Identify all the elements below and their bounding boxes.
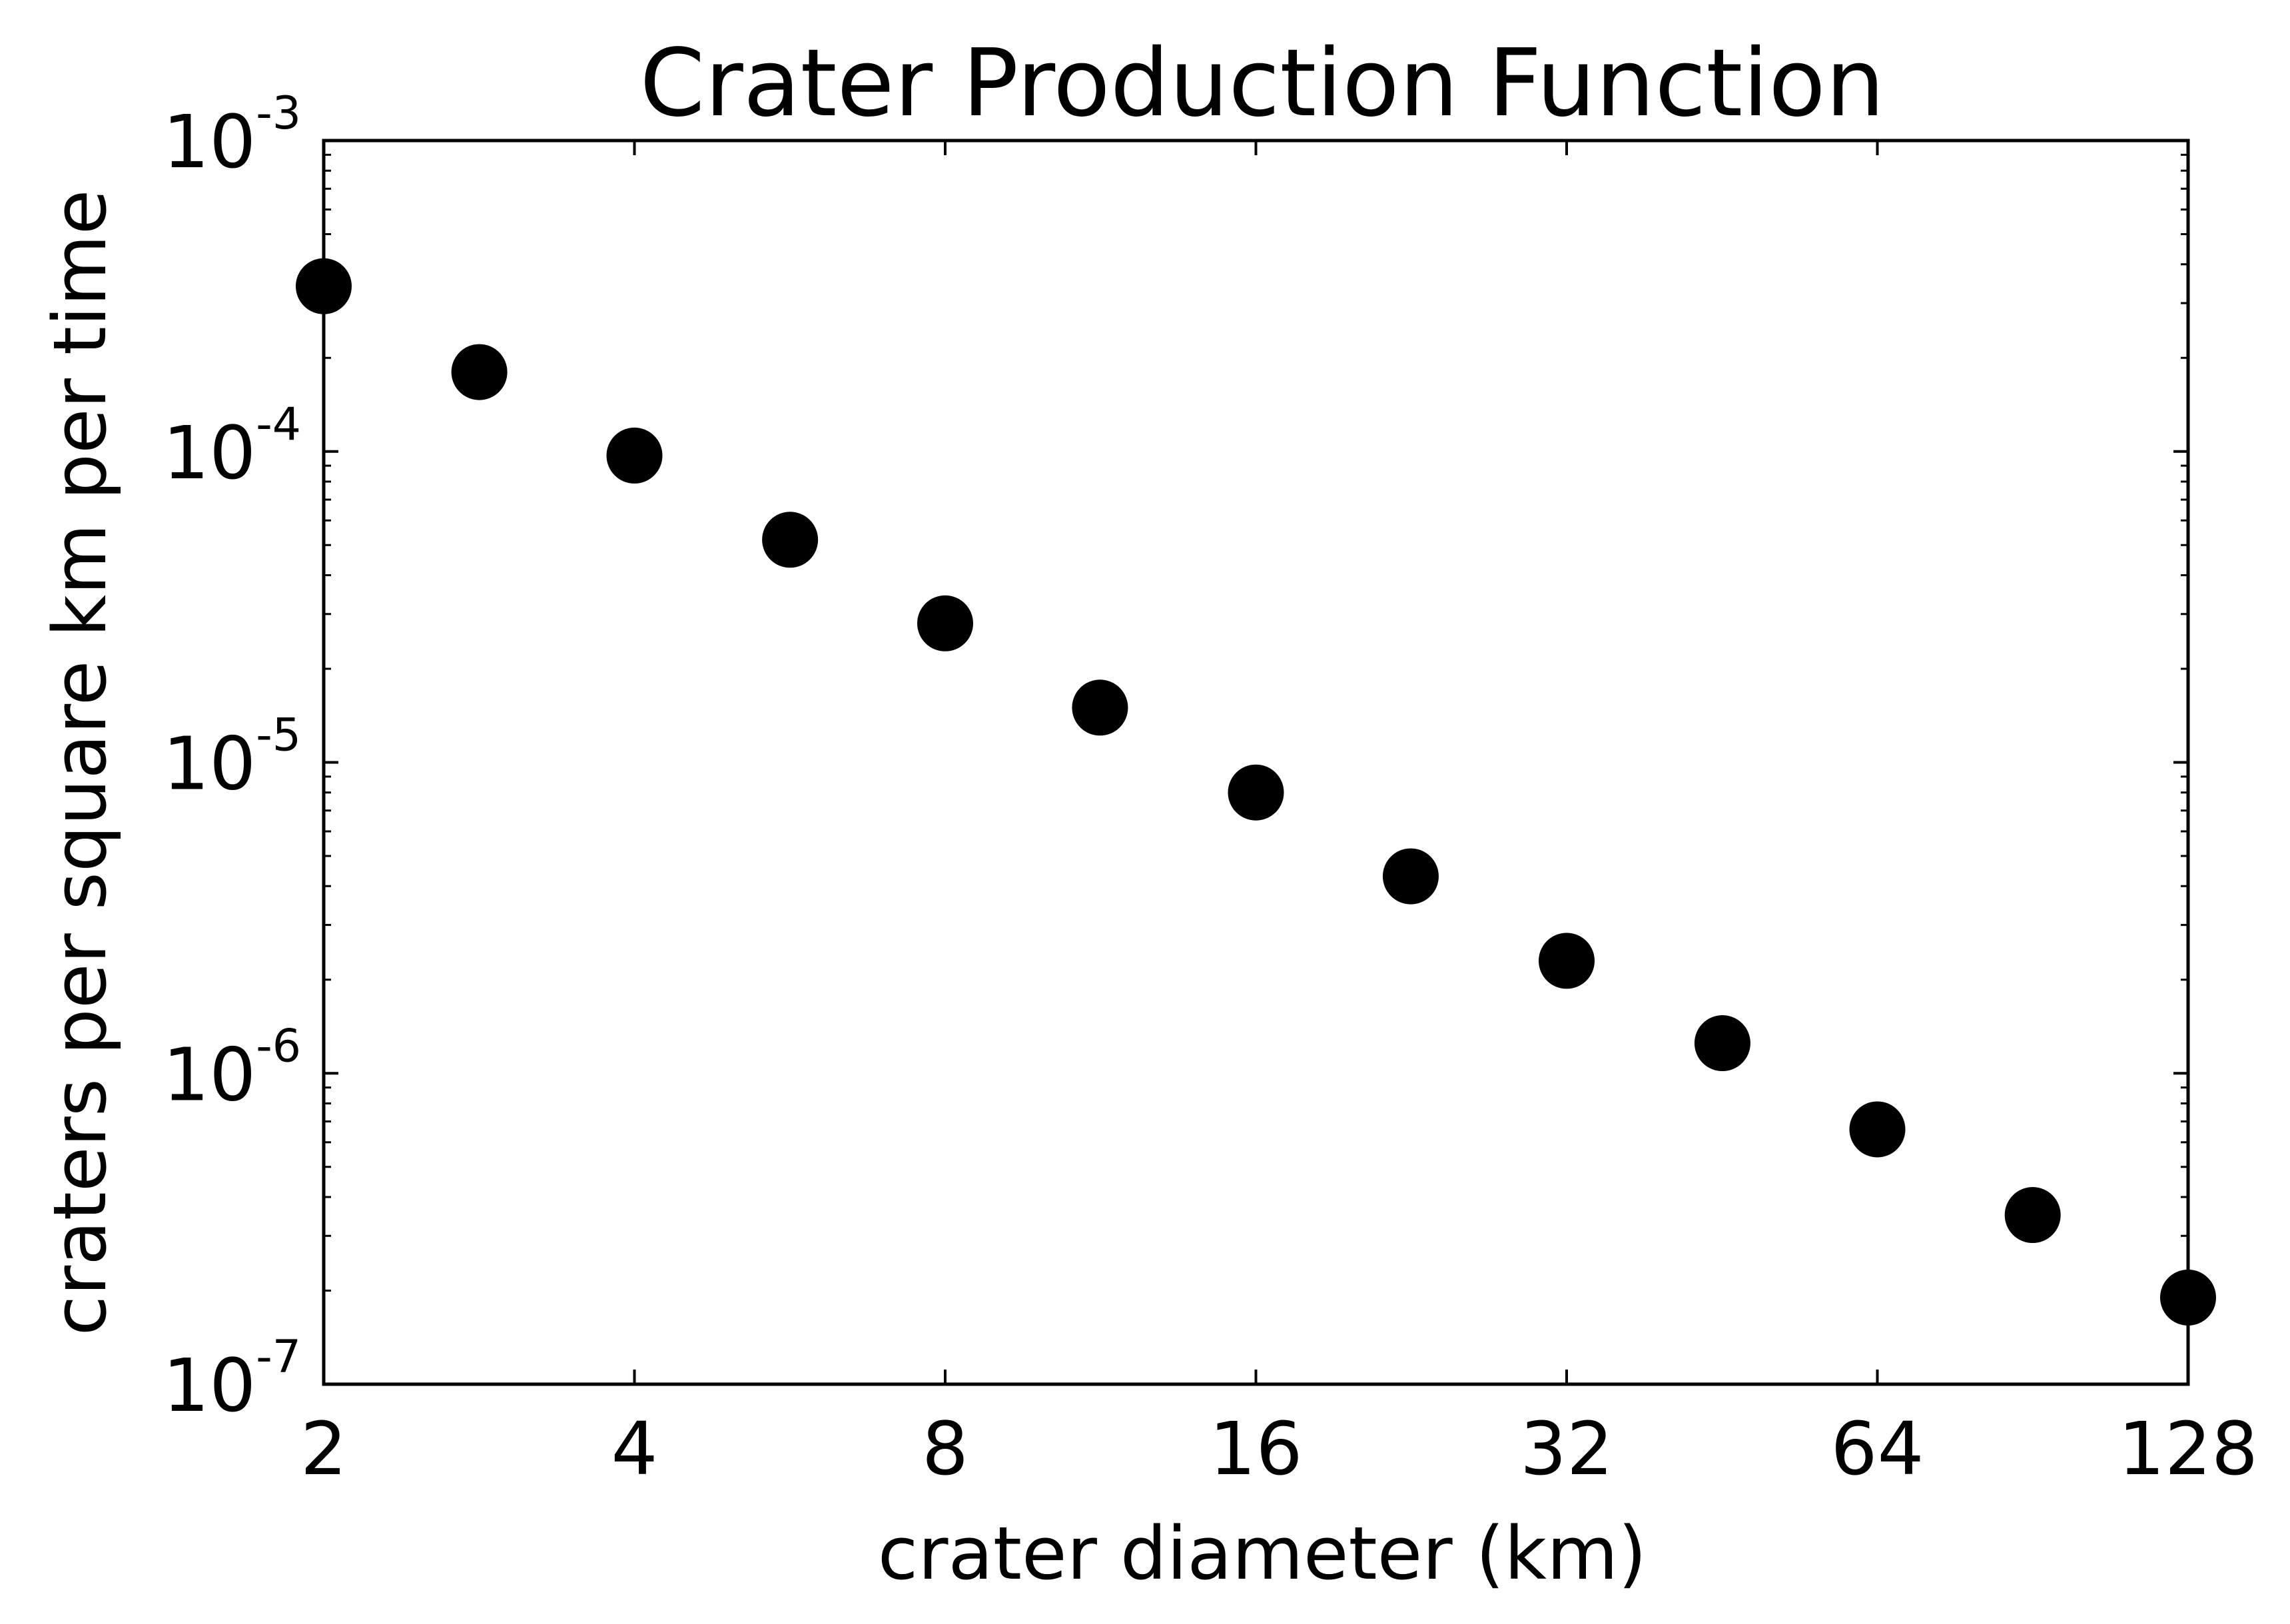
x-tick-label: 16 [1210, 1406, 1303, 1491]
x-tick-label: 8 [922, 1406, 968, 1491]
x-tick-label: 32 [1520, 1406, 1613, 1491]
x-tick-label: 4 [611, 1406, 658, 1491]
data-points [296, 258, 2216, 1326]
y-tick-label: 10-6 [163, 1020, 301, 1117]
data-point [1382, 848, 1439, 905]
data-point [2004, 1187, 2061, 1244]
x-tick-label: 64 [1831, 1406, 1924, 1491]
major-ticks [322, 139, 2189, 1386]
y-tick-label: 10-3 [163, 87, 301, 185]
chart-title: Crater Production Function [639, 29, 1884, 138]
y-tick-labels: 10-7 10-6 10-5 10-4 10-3 [163, 87, 301, 1428]
data-point [1228, 764, 1284, 821]
x-axis-label: crater diameter (km) [878, 1511, 1647, 1596]
y-axis-label: craters per square km per time [37, 190, 123, 1336]
data-point [606, 427, 663, 484]
plot-frame [322, 139, 2190, 1386]
minor-ticks [324, 153, 2188, 1292]
data-point [1539, 933, 1595, 989]
data-point [1072, 679, 1128, 736]
y-tick-label: 10-7 [163, 1331, 301, 1428]
x-tick-label: 2 [300, 1406, 347, 1491]
y-tick-label: 10-5 [163, 709, 301, 807]
x-tick-labels: 2 4 8 16 32 64 128 [300, 1406, 2258, 1491]
data-point [762, 512, 819, 568]
x-tick-label: 128 [2118, 1406, 2258, 1491]
data-point [451, 344, 508, 400]
data-point [1694, 1015, 1750, 1072]
data-point [1849, 1101, 1906, 1158]
y-tick-label: 10-4 [163, 398, 301, 496]
data-point [917, 595, 973, 651]
